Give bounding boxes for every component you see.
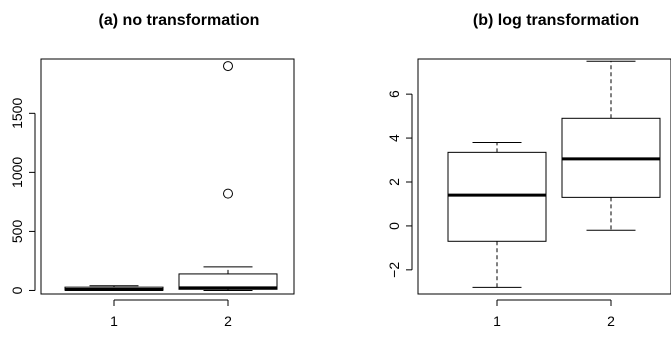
panel-a-box-2 <box>178 61 278 291</box>
panel-b-y-tick-label: 0 <box>386 222 402 230</box>
panel-a-box-1 <box>64 285 164 292</box>
panel-b-y-tick-label: 6 <box>386 90 402 98</box>
panel-a-y-tick-label: 1500 <box>9 98 25 129</box>
panel-a-x-tick-label: 2 <box>224 313 232 329</box>
panel-a-x-tick-label: 1 <box>110 313 118 329</box>
panel-b-y-tick-label: 2 <box>386 178 402 186</box>
panel-b-marks: −2 0 2 4 6 1 2 <box>386 60 661 329</box>
panel-b: (b) log transformation −2 0 2 4 6 1 2 <box>386 12 671 329</box>
panel-b-box-2 <box>561 60 661 231</box>
panel-b-x-tick-label: 2 <box>607 313 615 329</box>
outlier-point <box>223 61 233 72</box>
panel-b-plot-frame <box>417 58 671 295</box>
panel-b-x-tick-label: 1 <box>493 313 501 329</box>
panel-b-box-1 <box>447 141 547 288</box>
panel-a-plot-frame <box>40 58 295 295</box>
outlier-point <box>223 188 233 199</box>
panel-a-y-tick-label: 0 <box>9 286 25 294</box>
panel-a: (a) no transformation 0 500 1000 1500 1 2 <box>9 12 295 329</box>
panel-b-y-tick-label: −2 <box>386 262 402 278</box>
panel-b-y-tick-label: 4 <box>386 134 402 142</box>
panel-b-title: (b) log transformation <box>473 12 639 29</box>
panel-a-marks: 0 500 1000 1500 1 2 <box>9 61 278 329</box>
panel-a-y-tick-label: 1000 <box>9 157 25 188</box>
iqr-box <box>447 151 547 242</box>
panel-a-y-tick-label: 500 <box>9 220 25 244</box>
panel-a-title: (a) no transformation <box>99 12 260 29</box>
